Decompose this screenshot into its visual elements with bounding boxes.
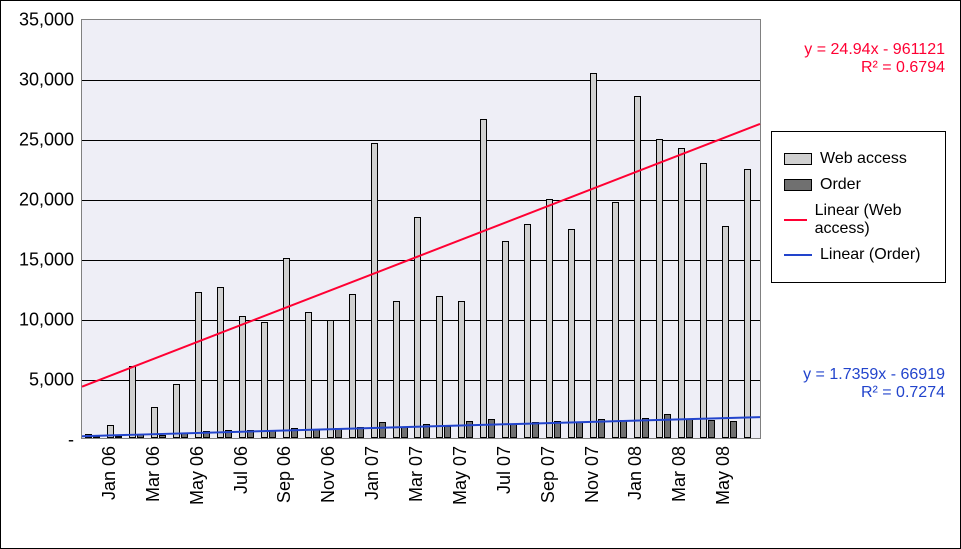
x-axis-label: Mar 07 — [406, 446, 427, 502]
y-axis-label: 5,000 — [29, 370, 74, 391]
x-axis-label: Sep 06 — [274, 446, 295, 503]
x-axis-label: Nov 07 — [582, 446, 603, 503]
x-axis-label: Jan 08 — [625, 446, 646, 500]
x-axis-label: May 06 — [187, 446, 208, 505]
x-axis-label: Nov 06 — [318, 446, 339, 503]
chart-container: - 5,000 10,000 15,000 20,000 25,000 30,000 35,0… — [0, 0, 961, 549]
legend-swatch — [784, 179, 812, 191]
x-axis-label: Mar 08 — [669, 446, 690, 502]
legend-swatch — [784, 219, 807, 221]
x-axis-label: Jul 06 — [231, 446, 252, 494]
legend-label: Order — [820, 176, 861, 194]
y-axis-label: 20,000 — [19, 190, 74, 211]
legend-label: Web access — [820, 150, 907, 168]
y-axis-label: 30,000 — [19, 70, 74, 91]
legend: Web access Order Linear (Web access) Linear… — [771, 131, 946, 283]
x-axis-label: Mar 06 — [143, 446, 164, 502]
x-axis-label: Jul 07 — [494, 446, 515, 494]
y-axis-label: 15,000 — [19, 250, 74, 271]
x-axis-label: May 08 — [713, 446, 734, 505]
trendline-equation: y = 1.7359x - 66919R² = 0.7274 — [803, 366, 945, 402]
legend-item: Linear (Order) — [784, 246, 933, 264]
y-axis-label: 25,000 — [19, 130, 74, 151]
x-axis-label: May 07 — [450, 446, 471, 505]
x-axis-label: Sep 07 — [538, 446, 559, 503]
y-axis-label: 35,000 — [19, 10, 74, 31]
legend-item: Web access — [784, 150, 933, 168]
x-axis-label: Jan 07 — [362, 446, 383, 500]
x-axis-label: Jan 06 — [99, 446, 120, 500]
legend-label: Linear (Order) — [820, 246, 920, 264]
plot-area: -5,00010,00015,00020,00025,00030,00035,0… — [81, 19, 761, 439]
legend-item: Order — [784, 176, 933, 194]
y-axis-label: - — [68, 430, 74, 451]
trendline-equation: y = 24.94x - 961121R² = 0.6794 — [804, 41, 945, 77]
legend-label: Linear (Web access) — [815, 202, 933, 238]
legend-swatch — [784, 254, 812, 256]
y-axis-label: 10,000 — [19, 310, 74, 331]
trendlines — [82, 20, 760, 438]
legend-swatch — [784, 153, 812, 165]
legend-item: Linear (Web access) — [784, 202, 933, 238]
